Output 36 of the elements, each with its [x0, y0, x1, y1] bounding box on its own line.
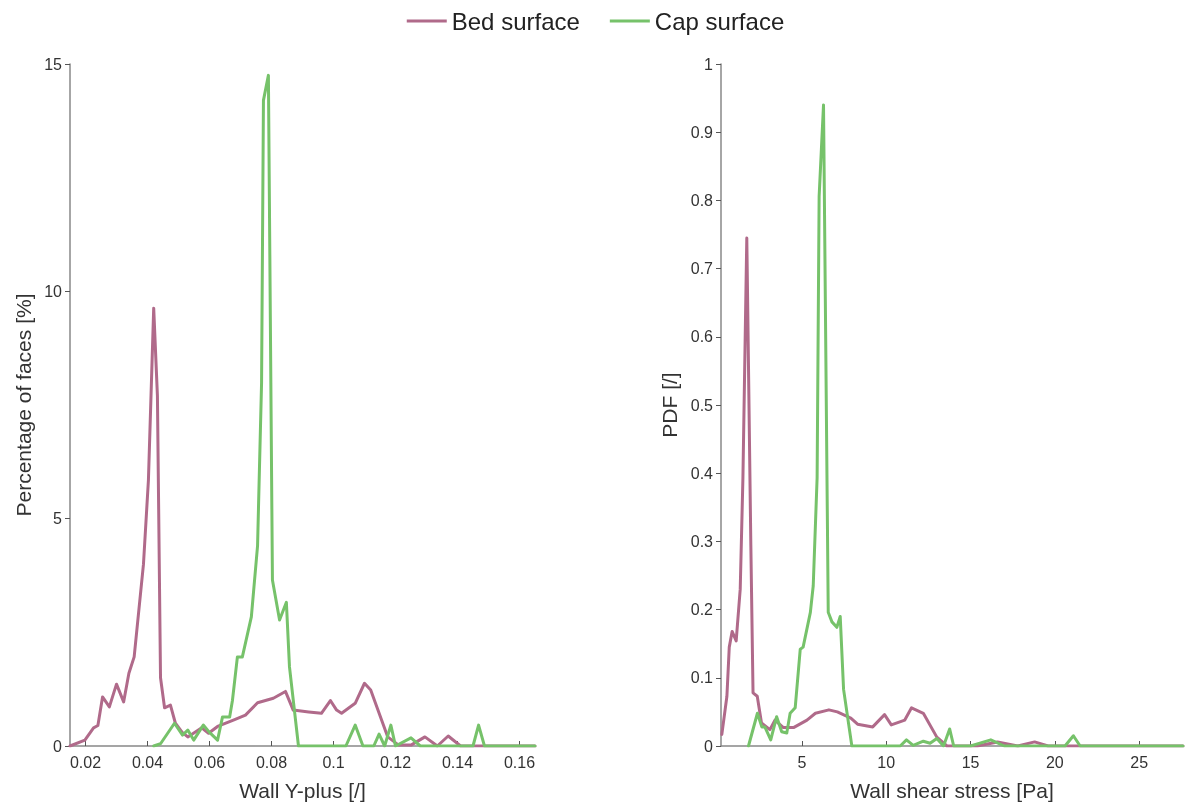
y-tick-label: 0.9 — [690, 123, 714, 141]
x-tick-label: 10 — [877, 753, 896, 771]
y-tick-label: 0.5 — [690, 396, 714, 414]
x-tick-label: 20 — [1045, 753, 1064, 771]
x-tick-label: 25 — [1130, 753, 1149, 771]
y-tick-label: 0.4 — [690, 464, 714, 482]
y-axis-title: PDF [/] — [657, 372, 681, 438]
y-axis-title: Percentage of faces [%] — [12, 293, 35, 517]
y-tick-label: 0.7 — [690, 260, 714, 278]
x-tick-label: 0.16 — [503, 753, 536, 771]
y-tick-label: 10 — [44, 282, 63, 300]
x-tick-label: 0.12 — [379, 753, 412, 771]
y-tick-label: 0.2 — [690, 601, 714, 619]
line-series — [152, 73, 537, 748]
y-tick-label: 1 — [704, 55, 714, 73]
x-axis-title: Wall shear stress [Pa] — [850, 779, 1054, 802]
x-tick-label: 0.02 — [69, 753, 102, 771]
y-tick-label: 5 — [53, 510, 63, 528]
legend-label: Bed surface — [451, 7, 580, 35]
x-tick-label: 0.14 — [441, 753, 474, 771]
x-tick-label: 15 — [961, 753, 980, 771]
y-tick-label: 15 — [44, 55, 63, 73]
y-tick-label: 0 — [53, 737, 63, 755]
y-tick-label: 0.8 — [690, 191, 714, 209]
y-tick-label: 0 — [704, 737, 714, 755]
legend-label: Cap surface — [654, 7, 785, 35]
x-tick-label: 0.06 — [193, 753, 226, 771]
line-series — [746, 103, 1185, 748]
x-tick-label: 0.1 — [322, 753, 345, 771]
x-tick-label: 5 — [797, 753, 807, 771]
x-tick-label: 0.04 — [131, 753, 164, 771]
y-tick-label: 0.6 — [690, 328, 714, 346]
x-tick-label: 0.08 — [255, 753, 288, 771]
x-axis-title: Wall Y-plus [/] — [239, 779, 366, 802]
y-tick-label: 0.3 — [690, 532, 714, 550]
y-tick-label: 0.1 — [690, 669, 714, 687]
